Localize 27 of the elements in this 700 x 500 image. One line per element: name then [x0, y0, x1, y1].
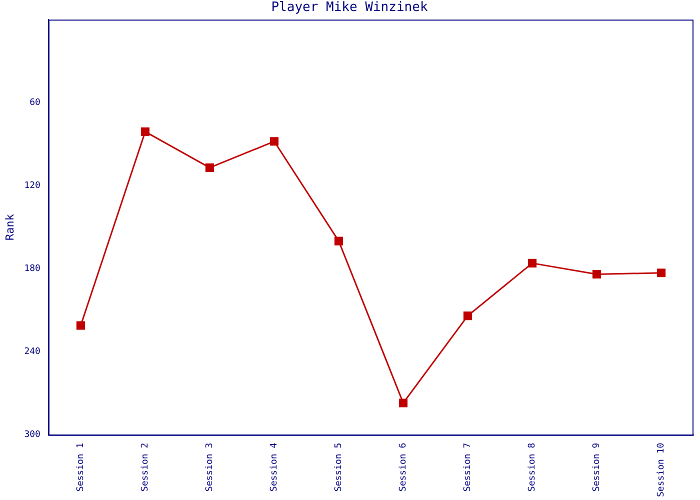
point — [463, 312, 472, 320]
y-tick-label: 180 — [24, 264, 40, 274]
point — [656, 268, 666, 278]
y-axis-title: Rank — [3, 214, 16, 240]
point — [334, 236, 344, 246]
point — [398, 398, 408, 408]
point — [528, 258, 537, 268]
y-tick-label: 120 — [24, 181, 40, 192]
x-tick-label: Session 9 — [592, 442, 602, 492]
point — [592, 270, 602, 279]
point — [205, 163, 214, 172]
x-tick-label: Session 4 — [270, 442, 280, 492]
x-tick-label: Session 2 — [140, 442, 151, 492]
x-tick-label: Session 8 — [528, 442, 538, 492]
x-tick-label: Session 5 — [334, 442, 344, 492]
x-tick-label: Session 6 — [398, 442, 409, 492]
point — [270, 137, 279, 146]
y-tick-label: 300 — [24, 430, 40, 440]
point — [76, 321, 85, 330]
point — [140, 127, 150, 136]
chart-title: Player Mike Winzinek — [271, 0, 428, 16]
y-tick-label: 240 — [24, 347, 40, 358]
x-tick-label: Session 10 — [656, 442, 667, 498]
x-tick-label: Session 1 — [76, 442, 86, 492]
y-tick-label: 60 — [30, 98, 40, 108]
x-tick-label: Session 3 — [205, 442, 216, 492]
x-tick-label: Session 7 — [463, 442, 474, 492]
